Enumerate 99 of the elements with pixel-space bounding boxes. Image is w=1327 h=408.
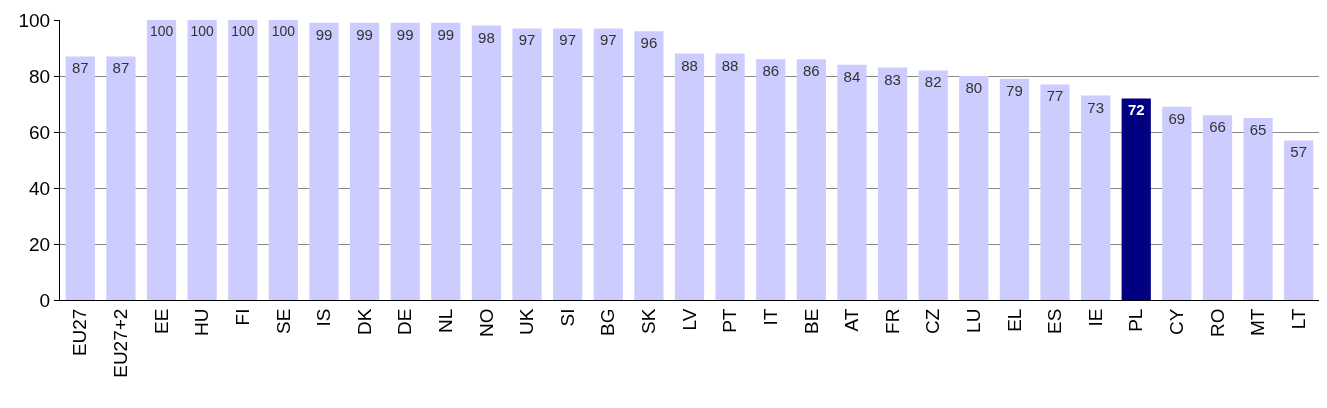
x-tick-label: DK <box>353 308 375 336</box>
x-tick-label: IT <box>759 308 781 326</box>
bar <box>674 53 705 300</box>
bar <box>553 28 583 300</box>
bar <box>593 28 623 300</box>
data-label: 79 <box>1006 81 1023 99</box>
data-label: 96 <box>640 34 658 52</box>
x-tick-label: LU <box>962 308 984 333</box>
data-label: 88 <box>681 56 698 74</box>
bar <box>228 20 258 300</box>
y-tick-label: 100 <box>18 9 51 31</box>
bar <box>106 56 136 300</box>
data-label: 73 <box>1087 98 1104 116</box>
data-label: 87 <box>112 59 130 77</box>
bar <box>146 20 177 300</box>
bar <box>431 22 461 300</box>
bar <box>65 56 95 300</box>
x-tick-label: BG <box>597 308 619 337</box>
data-label: 97 <box>559 31 576 49</box>
x-tick-label: AT <box>841 308 863 332</box>
x-tick-label: FR <box>881 308 903 334</box>
x-tick-label: EU27+2 <box>110 308 132 378</box>
data-label: 72 <box>1127 101 1145 119</box>
data-label: 83 <box>884 70 901 88</box>
x-tick-label: CY <box>1166 308 1188 336</box>
bar <box>1202 115 1233 300</box>
y-tick-label: 0 <box>39 289 51 311</box>
bar <box>349 22 380 300</box>
data-label: 99 <box>437 25 455 43</box>
x-tick-label: SK <box>638 308 660 334</box>
y-tick-label: 20 <box>29 233 51 255</box>
bar <box>1162 106 1192 300</box>
data-label: 97 <box>518 31 536 49</box>
data-label: 99 <box>356 25 373 43</box>
x-tick-label: NO <box>475 308 497 338</box>
x-tick-label: HU <box>191 308 213 337</box>
data-label: 66 <box>1209 118 1226 136</box>
data-label: 86 <box>762 62 780 80</box>
data-label: 82 <box>924 73 942 91</box>
x-tick-label: IS <box>313 308 335 327</box>
x-tick-label: SI <box>556 308 578 327</box>
x-tick-label: SE <box>272 308 294 334</box>
x-tick-label: BE <box>800 308 822 334</box>
bar <box>796 59 826 300</box>
x-tick-label: RO <box>1206 308 1228 338</box>
x-tick-label: LT <box>1287 308 1309 330</box>
data-label: 97 <box>599 31 617 49</box>
data-label: 86 <box>803 62 820 80</box>
bar <box>471 25 502 300</box>
data-label: 100 <box>231 23 255 39</box>
data-label: 98 <box>478 28 495 46</box>
data-label: 88 <box>721 56 739 74</box>
bar <box>1243 118 1273 300</box>
y-tick-label: 60 <box>29 121 51 143</box>
bar <box>1040 84 1070 300</box>
x-tick-label: NL <box>434 308 456 333</box>
bar <box>837 64 867 300</box>
y-tick-label: 80 <box>29 65 51 87</box>
bar <box>877 67 908 300</box>
data-label: 65 <box>1249 121 1267 138</box>
data-label: 77 <box>1046 87 1064 105</box>
bar <box>715 53 745 300</box>
data-label: 100 <box>190 23 215 39</box>
x-tick-label: LV <box>678 308 700 331</box>
bar <box>1284 140 1314 300</box>
data-label: 87 <box>71 59 89 77</box>
x-tick-label: CZ <box>922 308 944 334</box>
data-label: 99 <box>396 25 414 43</box>
data-label: 84 <box>843 67 861 85</box>
x-tick-label: EU27 <box>69 308 91 357</box>
data-label: 57 <box>1290 143 1308 161</box>
bar <box>999 78 1030 300</box>
data-label: 100 <box>271 23 296 39</box>
x-tick-label: ES <box>1044 308 1066 334</box>
x-tick-label: PL <box>1125 308 1147 332</box>
bar <box>390 22 420 300</box>
x-tick-label: IE <box>1084 308 1106 327</box>
data-label: 80 <box>965 79 983 96</box>
y-tick-label: 40 <box>29 177 51 199</box>
x-tick-label: MT <box>1247 308 1269 337</box>
bar <box>1081 95 1111 300</box>
bar <box>1121 98 1151 300</box>
x-tick-label: EE <box>150 308 172 334</box>
x-tick-label: UK <box>516 308 538 336</box>
bar <box>187 20 217 300</box>
x-tick-label: FI <box>231 308 253 326</box>
x-tick-label: PT <box>719 308 741 333</box>
data-label: 99 <box>315 25 333 43</box>
data-label: 100 <box>149 23 174 39</box>
bar <box>634 31 664 300</box>
x-tick-label: DE <box>394 308 416 336</box>
bar <box>309 22 339 300</box>
data-label: 69 <box>1168 109 1186 127</box>
bar <box>918 70 948 300</box>
x-tick-label: EL <box>1003 308 1025 332</box>
bar <box>756 59 786 300</box>
bar <box>268 20 298 300</box>
bar <box>959 76 989 300</box>
bar <box>512 28 542 300</box>
